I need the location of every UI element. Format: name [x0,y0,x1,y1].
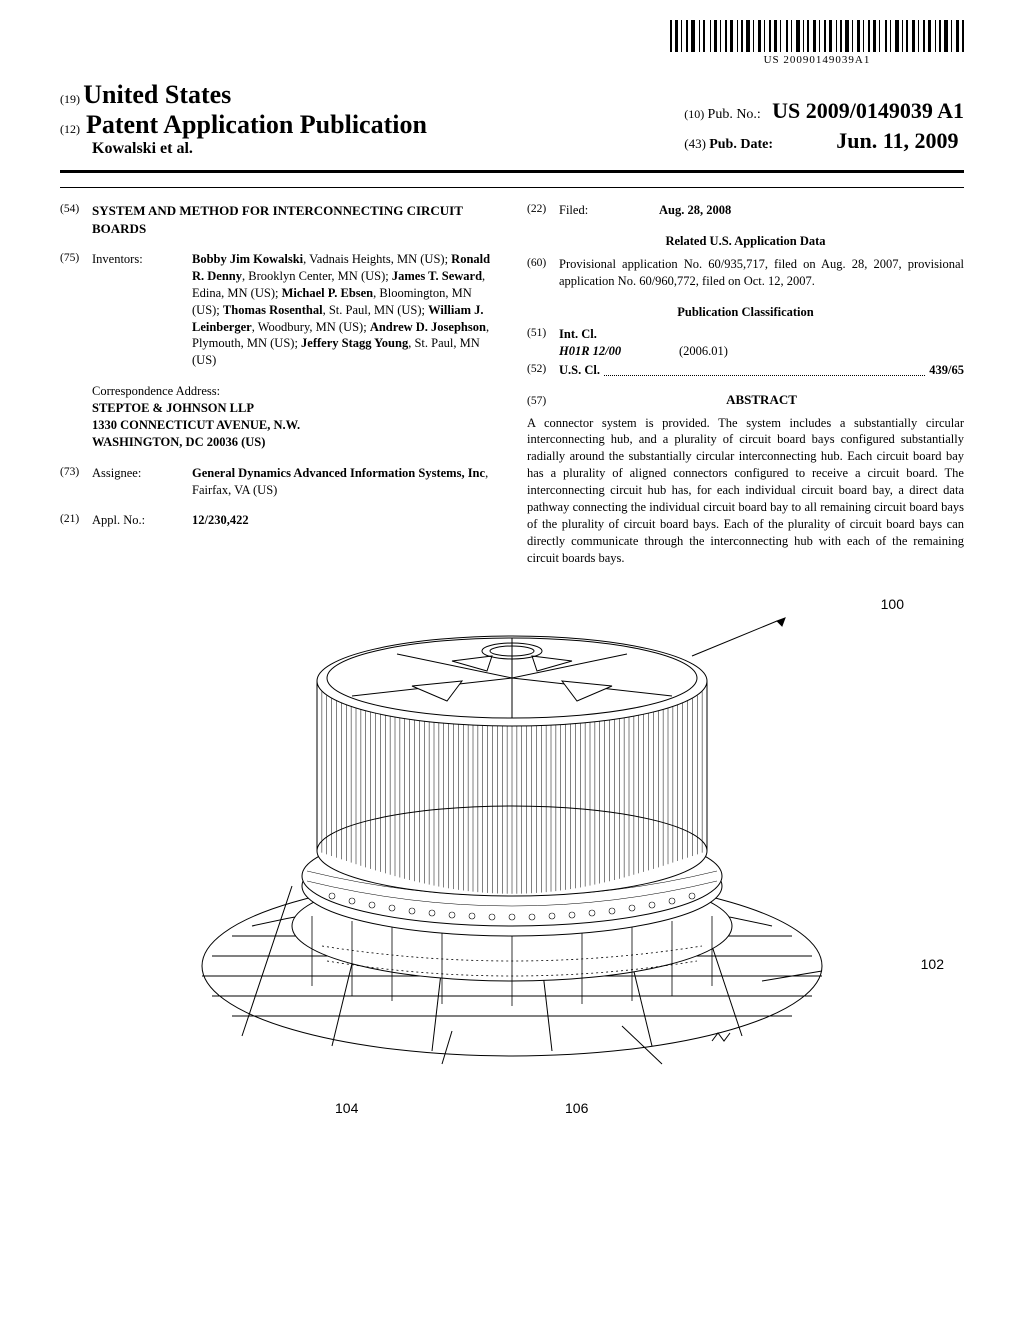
corr-line2: 1330 CONNECTICUT AVENUE, N.W. [92,417,497,434]
code-57: (57) [527,394,559,410]
code-19: (19) [60,92,80,106]
barcode-region: US 20090149039A1 [670,20,964,66]
header: (19) United States (12) Patent Applicati… [60,80,964,158]
pubno-label: Pub. No.: [708,107,761,122]
abstract-heading: ABSTRACT [559,391,964,409]
code-22: (22) [527,202,559,219]
uscl-value: 439/65 [929,362,964,379]
code-10: (10) [684,107,704,121]
pubdate-label: Pub. Date: [709,137,773,152]
code-21: (21) [60,512,92,529]
figure-svg [152,586,872,1086]
corr-line1: STEPTOE & JOHNSON LLP [92,400,497,417]
content-columns: (54) SYSTEM AND METHOD FOR INTERCONNECTI… [60,202,964,566]
author-line: Kowalski et al. [92,140,427,158]
publication-type: Patent Application Publication [86,110,427,140]
code-60: (60) [527,256,559,290]
corr-label: Correspondence Address: [92,383,497,400]
code-73: (73) [60,465,92,499]
uscl-label: U.S. Cl. [559,362,600,379]
pubno-value: US 2009/0149039 A1 [772,98,964,123]
figure-area: 100 102 104 106 [60,586,964,1126]
barcode [670,20,964,52]
abstract-text: A connector system is provided. The syst… [527,415,964,567]
intcl-date: (2006.01) [679,343,728,360]
code-75: (75) [60,251,92,369]
pubdate-value: Jun. 11, 2009 [836,128,958,153]
code-52: (52) [527,362,559,379]
figure-label-100: 100 [881,596,904,612]
figure-label-102: 102 [921,956,944,972]
code-12: (12) [60,122,80,137]
right-column: (22) Filed: Aug. 28, 2008 Related U.S. A… [527,202,964,566]
inventors-value: Bobby Jim Kowalski, Vadnais Heights, MN … [192,251,497,369]
figure-label-104: 104 [335,1100,358,1116]
intcl-class: H01R 12/00 [559,343,679,360]
patent-title: SYSTEM AND METHOD FOR INTERCONNECTING CI… [92,202,497,237]
inventors-label: Inventors: [92,251,192,369]
dotted-leader [604,362,925,376]
assignee-value: General Dynamics Advanced Information Sy… [192,465,497,499]
code-43: (43) [684,136,706,151]
classification-heading: Publication Classification [527,304,964,321]
provisional-text: Provisional application No. 60/935,717, … [559,256,964,290]
filed-label: Filed: [559,202,659,219]
applno-value: 12/230,422 [192,512,497,529]
correspondence: Correspondence Address: STEPTOE & JOHNSO… [92,383,497,451]
filed-value: Aug. 28, 2008 [659,202,964,219]
assignee-label: Assignee: [92,465,192,499]
figure-label-106: 106 [565,1100,588,1116]
barcode-text: US 20090149039A1 [670,54,964,66]
country: United States [83,80,231,109]
left-column: (54) SYSTEM AND METHOD FOR INTERCONNECTI… [60,202,497,566]
thin-divider [60,187,964,188]
intcl-label: Int. Cl. [559,326,964,343]
corr-line3: WASHINGTON, DC 20036 (US) [92,434,497,451]
related-heading: Related U.S. Application Data [527,233,964,250]
code-51: (51) [527,326,559,360]
code-54: (54) [60,202,92,237]
divider [60,170,964,173]
applno-label: Appl. No.: [92,512,192,529]
